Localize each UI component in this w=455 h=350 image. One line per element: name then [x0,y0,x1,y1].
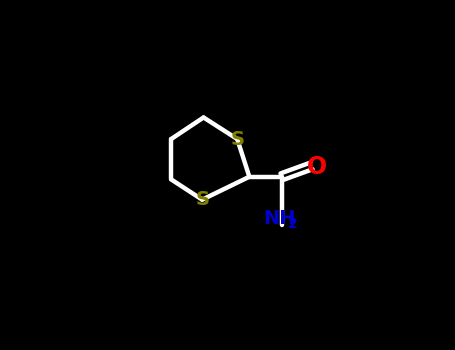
Text: S: S [230,130,244,148]
Text: S: S [195,190,209,209]
Text: O: O [307,155,327,179]
Text: 2: 2 [288,217,298,231]
Text: NH: NH [263,209,295,228]
